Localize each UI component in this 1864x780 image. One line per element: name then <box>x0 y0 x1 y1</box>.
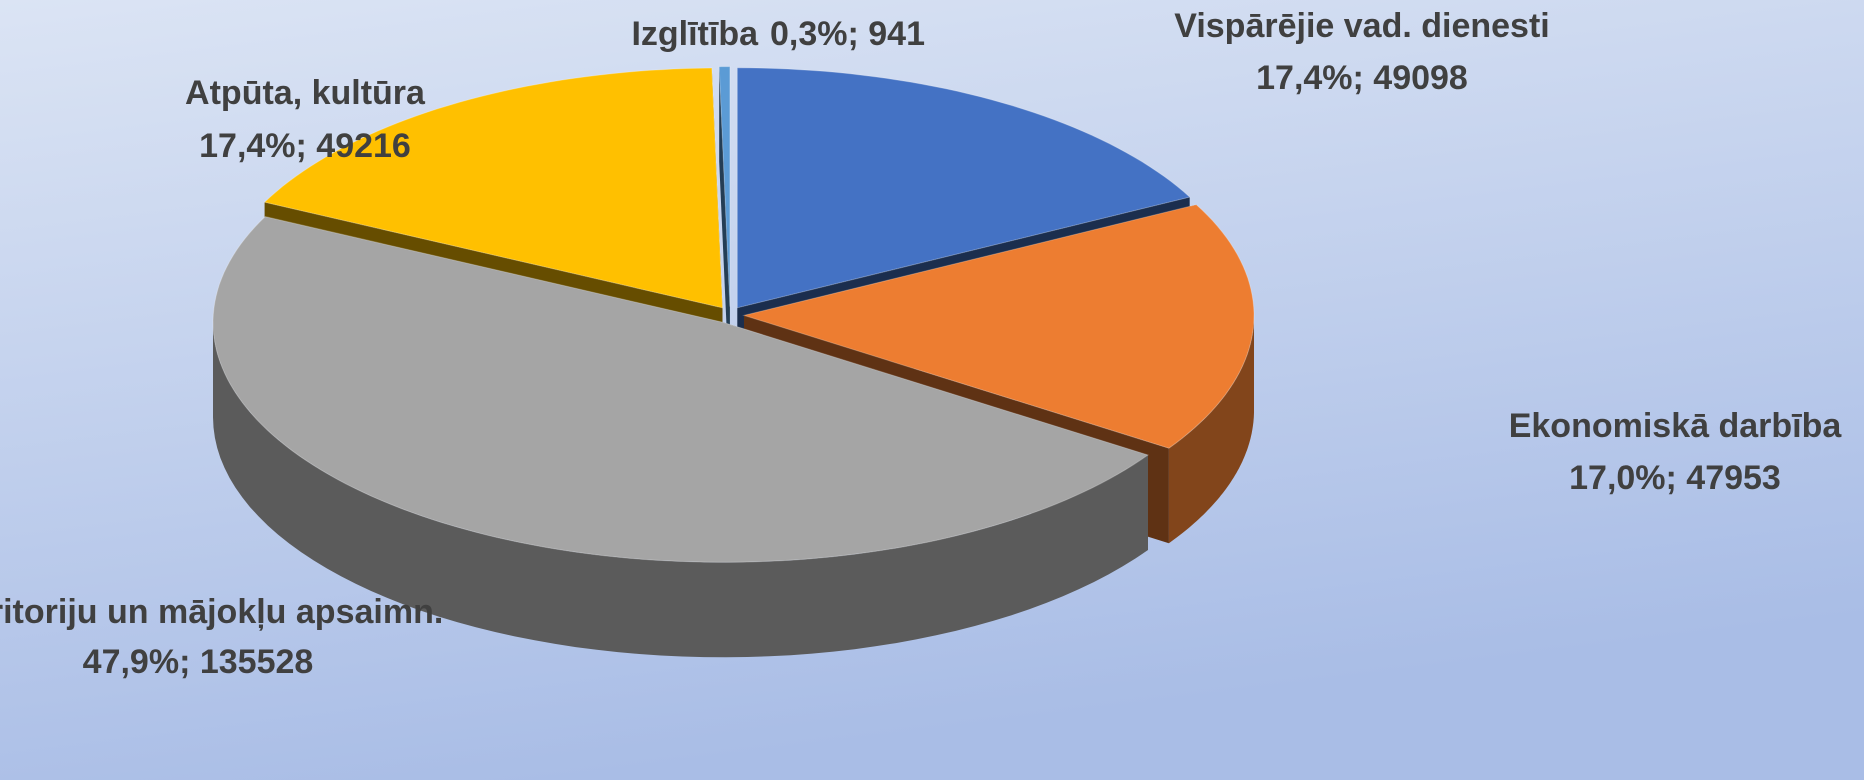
value-label: 17,0%; 47953 <box>1569 459 1781 497</box>
slice <box>736 67 1191 309</box>
category-label: Izglītība <box>631 15 759 53</box>
slice-side <box>213 322 1148 658</box>
slice-side <box>1168 315 1254 544</box>
category-label: Ekonomiskā darbība <box>1509 407 1843 445</box>
category-label: Teritoriju un mājokļu apsaimn. <box>0 593 443 631</box>
value-label: 17,4%; 49216 <box>199 127 411 165</box>
slice <box>263 67 724 309</box>
slice <box>718 66 731 307</box>
category-label: Vispārējie vad. dienesti <box>1174 7 1549 45</box>
value-label: 0,3%; 941 <box>770 15 925 53</box>
slice <box>742 204 1255 449</box>
slice <box>212 216 1150 563</box>
value-label: 47,9%; 135528 <box>83 643 314 681</box>
slice-cut-face <box>719 66 730 402</box>
category-label: Atpūta, kultūra <box>185 74 426 112</box>
value-label: 17,4%; 49098 <box>1256 59 1468 97</box>
